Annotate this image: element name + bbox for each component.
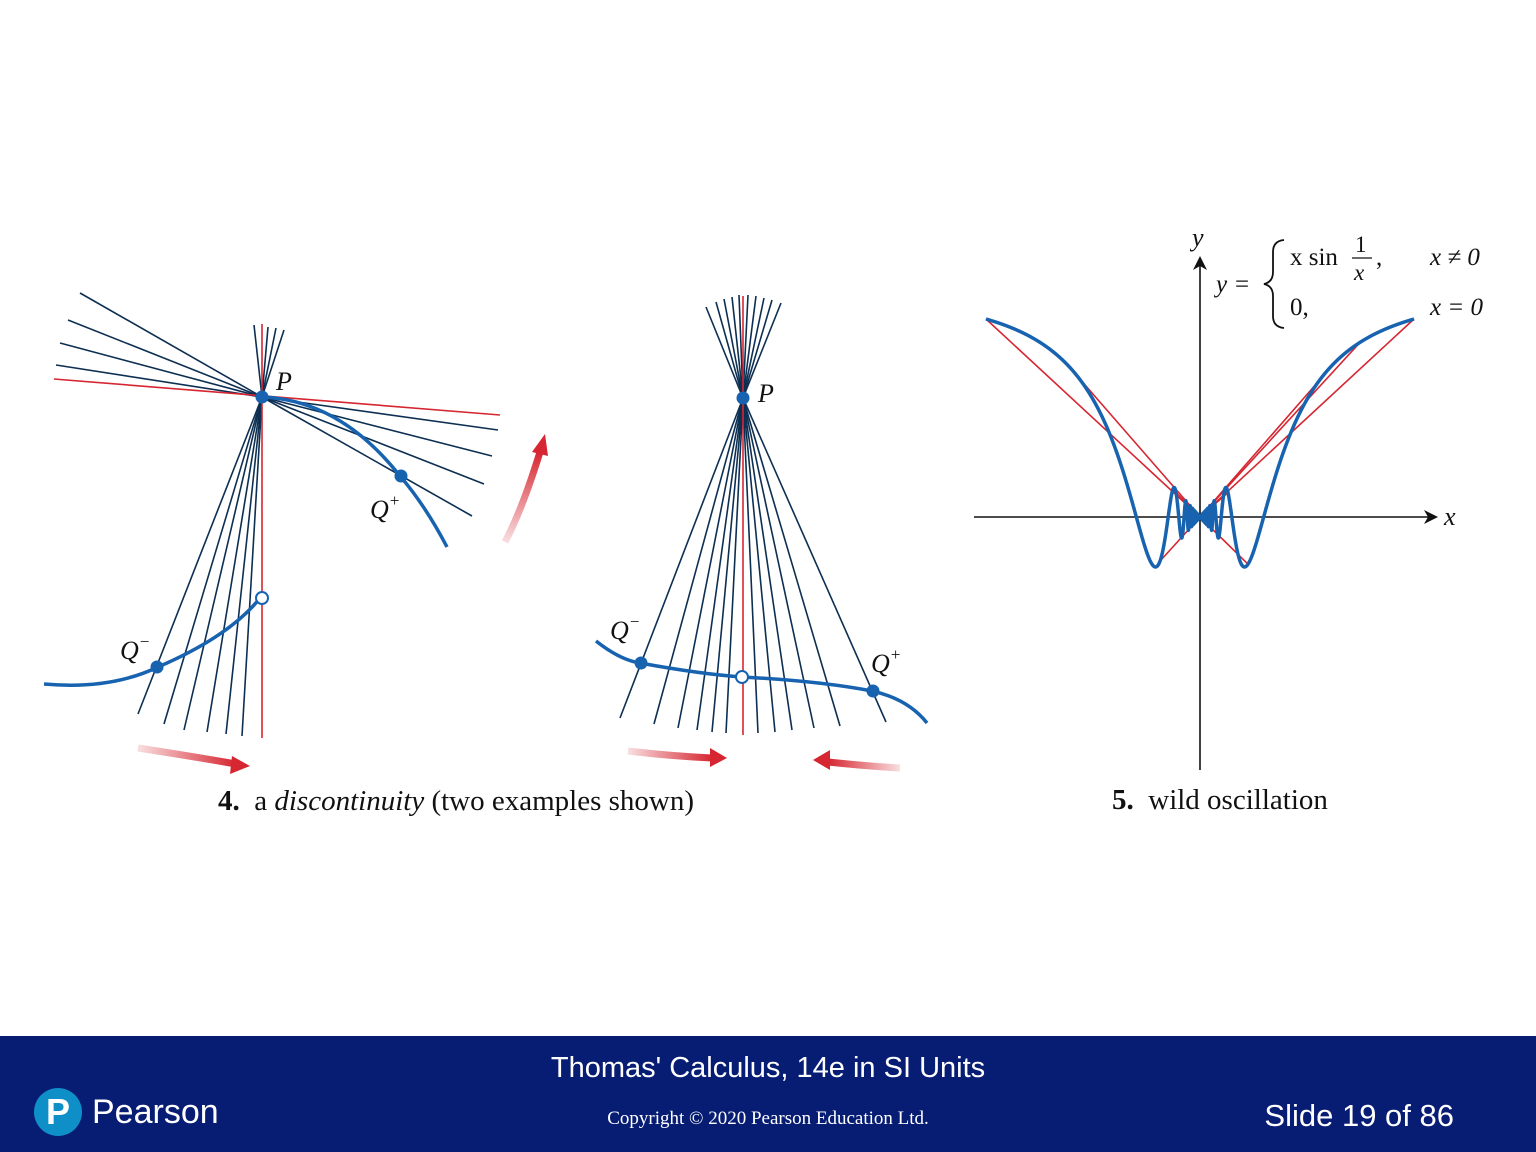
secant-lines-lower (137, 396, 263, 737)
point-q-plus (394, 469, 408, 483)
formula-case2-expr: 0, (1290, 294, 1309, 321)
formula-case1-numerator: 1 (1355, 232, 1367, 257)
pearson-logo-icon: P (34, 1088, 82, 1136)
point-q-plus (866, 684, 880, 698)
label-q-minus: Q− (120, 632, 150, 665)
label-q-plus: Q+ (370, 491, 400, 524)
formula-case1-denominator: x (1353, 260, 1365, 285)
label-p: P (275, 367, 292, 396)
figure-4b: P Q− Q+ (594, 294, 929, 772)
secant-lines-upper (55, 292, 499, 517)
arrow-up-icon (501, 434, 548, 544)
footer-copyright: Copyright © 2020 Pearson Education Ltd. (607, 1108, 929, 1129)
secant-lines-upper (705, 294, 782, 399)
figure-5-caption: 5. wild oscillation (1112, 784, 1328, 816)
formula-case1-expr: x sin (1290, 244, 1338, 271)
x-axis-arrow-icon (1424, 510, 1438, 524)
secant-line (985, 318, 1201, 518)
figure-canvas: P Q+ Q− (43, 223, 1483, 774)
figure-4-caption: 4. a discontinuity (two examples shown) (218, 785, 695, 817)
pearson-logo: P Pearson (34, 1088, 219, 1136)
formula-case1-condition: x ≠ 0 (1429, 244, 1480, 271)
footer-bar: Thomas' Calculus, 14e in SI Units Copyri… (0, 1036, 1536, 1152)
slide-number: Slide 19 of 86 (1264, 1098, 1454, 1133)
label-p: P (757, 379, 774, 408)
piecewise-formula: y = x sin 1 x , x ≠ 0 0, x = 0 (1213, 232, 1483, 329)
point-q-minus (634, 656, 648, 670)
y-axis-arrow-icon (1193, 256, 1207, 270)
secant-line (1067, 364, 1201, 518)
formula-brace (1263, 239, 1285, 329)
figure-5: x y y = x sin 1 x , x ≠ 0 0, x = 0 (974, 223, 1483, 770)
footer-title: Thomas' Calculus, 14e in SI Units (550, 1052, 986, 1084)
label-q-minus: Q− (610, 612, 640, 645)
x-axis-label: x (1443, 502, 1456, 531)
oscillation-curve (984, 317, 1416, 569)
secant-line (1199, 318, 1415, 518)
curve-right-branch (261, 395, 449, 548)
hole-marker (735, 670, 749, 684)
secant-lines-lower (619, 397, 887, 734)
point-p (255, 390, 269, 404)
formula-case1-comma: , (1376, 244, 1382, 271)
formula-case2-condition: x = 0 (1429, 294, 1483, 321)
point-q-minus (150, 660, 164, 674)
pearson-logo-text: Pearson (92, 1092, 219, 1131)
arrow-left-icon (813, 750, 901, 772)
label-q-plus: Q+ (871, 645, 901, 678)
arrow-right-icon (627, 747, 727, 767)
y-axis-label: y (1189, 223, 1204, 252)
point-p (736, 391, 750, 405)
arrow-right-icon (137, 744, 250, 774)
formula-lhs: y = (1213, 271, 1250, 298)
figure-4a: P Q+ Q− (43, 292, 548, 774)
hole-marker (255, 591, 269, 605)
